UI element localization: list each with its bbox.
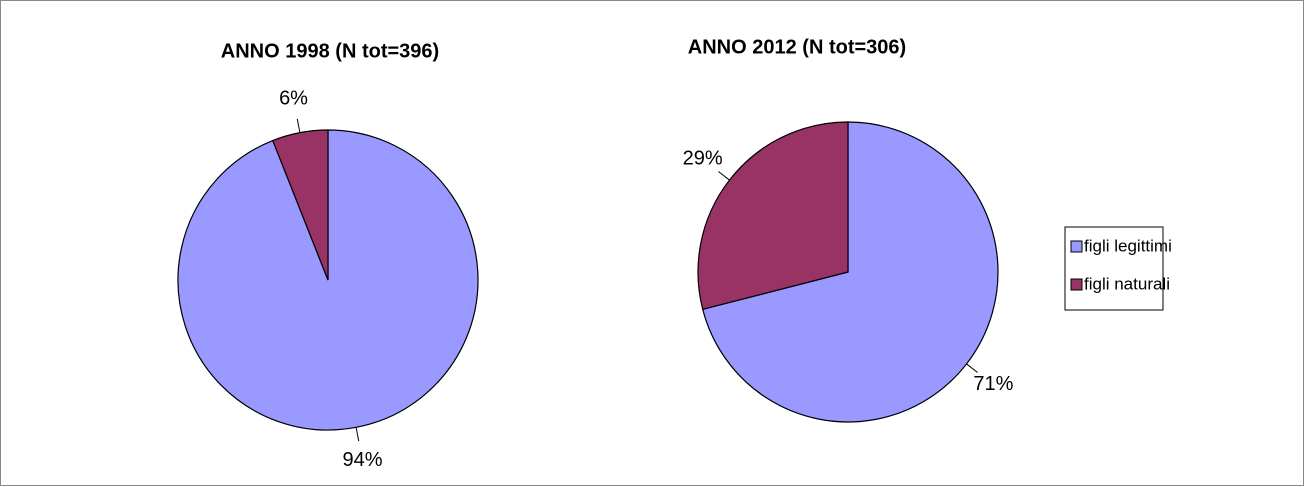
legend-swatch	[1070, 240, 1083, 253]
chart-title: ANNO 1998 (N tot=396)	[221, 40, 439, 62]
leader-line	[355, 427, 360, 442]
data-label: 94%	[342, 449, 382, 471]
legend-swatch	[1070, 278, 1083, 291]
pie-slice	[272, 129, 329, 281]
leader-line	[966, 363, 978, 373]
data-label: 29%	[683, 148, 723, 170]
legend-label: figli naturali	[1084, 274, 1170, 293]
leader-line	[296, 118, 301, 133]
data-label: 71%	[973, 373, 1013, 395]
pie-slice	[697, 121, 849, 311]
legend-label: figli legittimi	[1084, 236, 1172, 255]
chart-title: ANNO 2012 (N tot=306)	[688, 36, 906, 58]
leader-line	[718, 171, 730, 181]
data-label: 6%	[279, 88, 308, 110]
